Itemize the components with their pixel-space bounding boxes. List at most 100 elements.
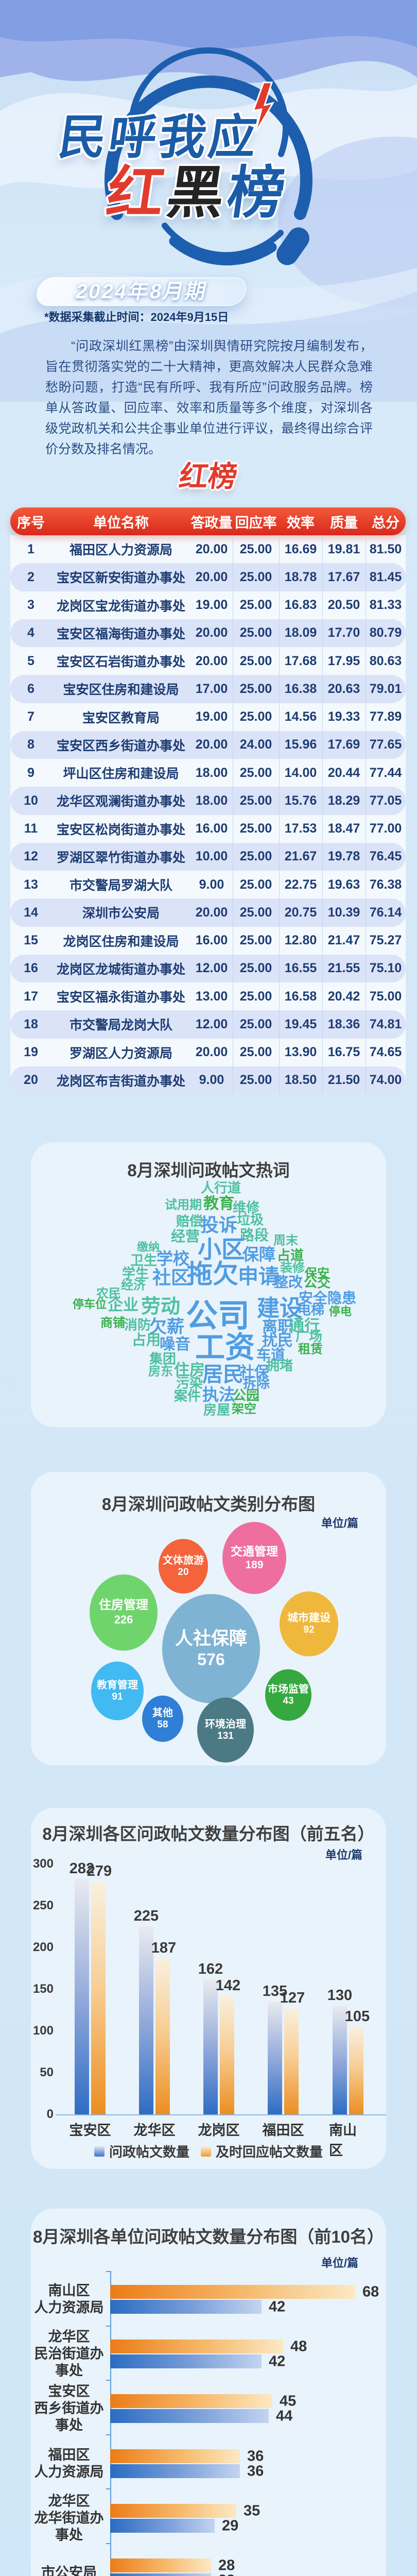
wordcloud-word: 离职: [262, 1318, 293, 1335]
table-row: 11 宝安区松岗街道办事处 16.00 25.00 17.53 18.47 77.00: [10, 815, 406, 843]
issue-badge-label: 2024年8月期: [73, 280, 210, 303]
title-char-black: 黑: [163, 161, 233, 225]
column-divider: [279, 535, 280, 1094]
table-cell: 25.00: [239, 709, 272, 724]
bar-value-label: 105: [344, 2008, 370, 2025]
table-cell: 8: [27, 737, 34, 752]
bubble-label: 环境治理: [205, 1718, 246, 1730]
bar-chart-card: 8月深圳各区问政帖文数量分布图（前五名） 单位/篇 0 50 100 150 200 25…: [31, 1808, 386, 2169]
bubble-value: 58: [157, 1719, 168, 1730]
table-cell: 81.50: [369, 541, 402, 556]
table-cell: 20.63: [327, 681, 360, 696]
wordcloud-word: 申请: [238, 1265, 279, 1288]
table-row: 3 龙岗区宝龙街道办事处 19.00 25.00 16.83 20.50 81.33: [10, 591, 406, 619]
table-row: 5 宝安区石岩街道办事处 20.00 25.00 17.68 17.95 80.63: [10, 647, 406, 675]
column-header: 回应率: [235, 515, 277, 531]
axis-tick: [106, 2271, 110, 2272]
wordcloud-word: 拖欠: [187, 1260, 238, 1289]
wordcloud-word: 执法: [202, 1385, 236, 1404]
wordcloud-card: 8月深圳问政帖文热词 人行道 试用期 教育 维修 赔偿 投诉 垃圾 经营 路段 周末 缴纳 小区 保障占…: [31, 1142, 386, 1427]
table-cell: 25.00: [239, 569, 272, 584]
legend-item: 问政帖文数量: [94, 2142, 189, 2161]
wordcloud-word: 扰民: [262, 1332, 293, 1349]
table-cell: 16.75: [327, 1045, 360, 1060]
table-cell: 74.81: [369, 1016, 402, 1031]
table-row: 14 深圳市公安局 20.00 25.00 20.75 10.39 76.14: [10, 899, 406, 927]
table-cell: 25.00: [239, 653, 272, 668]
table-row: 18 市交警局龙岗大队 12.00 25.00 19.45 18.36 74.81: [10, 1010, 406, 1039]
table-cell: 21.47: [327, 933, 360, 948]
bubble-value: 189: [245, 1559, 264, 1571]
column-header: 效率: [287, 515, 315, 531]
table-cell: 25.00: [239, 793, 272, 808]
bar-posts: [333, 2006, 347, 2114]
table-row: 8 宝安区西乡街道办事处 20.00 24.00 15.96 17.69 77.65: [10, 731, 406, 759]
wordcloud-word: 劳动: [141, 1296, 181, 1318]
table-row: 20 龙岗区布吉街道办事处 9.00 25.00 18.50 21.50 74.00: [10, 1066, 406, 1094]
bubble-chart: 人社保障 576 住房管理 226 交通管理 189 环境治理 131 城市建设 92 教育管理 91…: [31, 1472, 386, 1766]
wordcloud-title: 8月深圳问政帖文热词: [127, 1161, 290, 1180]
table-cell: 76.14: [369, 905, 402, 920]
table-cell: 16.55: [284, 961, 317, 976]
table-cell: 11: [24, 821, 38, 836]
table-cell: 25.00: [239, 625, 272, 640]
hbar-category-line: 市公安局: [41, 2565, 97, 2576]
hbar-category-line: 龙华区: [48, 2329, 90, 2345]
table-cell: 深圳市公安局: [82, 906, 160, 921]
table-cell: 25.00: [239, 821, 272, 836]
table-cell: 81.45: [369, 569, 402, 584]
bar-responses: [155, 1958, 170, 2114]
legend-swatch-blue: [94, 2146, 105, 2157]
table-row: 10 龙华区观澜街道办事处 18.00 25.00 15.76 18.29 77.05: [10, 787, 406, 815]
column-header: 质量: [330, 515, 358, 531]
y-axis-tick: 50: [40, 2065, 54, 2079]
wordcloud: 人行道 试用期 教育 维修 赔偿 投诉 垃圾 经营 路段 周末 缴纳 小区 保障 占道 卫生 学校 装修 保安 学生…: [31, 1142, 386, 1427]
x-axis-line: [56, 2114, 386, 2115]
table-row: 19 罗湖区人力资源局 20.00 25.00 13.90 16.75 74.65: [10, 1039, 406, 1066]
table-cell: 宝安区新安街道办事处: [56, 571, 185, 586]
hbar-category-line: 西乡街道办事处: [34, 2400, 104, 2433]
wordcloud-word: 住房: [174, 1362, 205, 1379]
column-divider: [322, 535, 323, 1094]
table-cell: 10: [24, 793, 38, 808]
bar-chart-legend: 问政帖文数量 及时回应帖文数量: [31, 2142, 386, 2161]
bar-value-label: 282: [69, 1860, 95, 1877]
table-cell: 15: [24, 933, 38, 948]
table-cell: 25.00: [239, 877, 272, 892]
table-row: 12 罗湖区翠竹街道办事处 10.00 25.00 21.67 19.78 76.45: [10, 842, 406, 871]
table-cell: 19.45: [284, 1016, 317, 1031]
table-cell: 16.00: [195, 933, 228, 948]
table-cell: 21.55: [327, 961, 360, 976]
table-cell: 罗湖区翠竹街道办事处: [56, 850, 185, 865]
table-cell: 3: [27, 598, 34, 613]
wordcloud-word: 房东: [148, 1364, 173, 1379]
hbar-posts: [110, 2558, 211, 2572]
table-cell: 19.78: [327, 849, 360, 864]
table-cell: 坪山区住房和建设局: [63, 767, 179, 782]
table-cell: 24.00: [239, 737, 272, 752]
hbar-value-label: 48: [290, 2338, 307, 2355]
hbar-category-label: 市公安局: [31, 2565, 107, 2576]
issue-badge: 2024年8月期: [34, 277, 249, 306]
hbar-value-label: 42: [269, 2298, 286, 2315]
wordcloud-word: 维修: [232, 1199, 260, 1215]
hbar-value-label: 28: [218, 2572, 235, 2576]
wordcloud-word: 教育: [203, 1195, 234, 1212]
wordcloud-word: 整改: [273, 1274, 303, 1290]
wordcloud-word: 社区: [152, 1267, 190, 1288]
wordcloud-word: 停电: [328, 1305, 352, 1318]
axis-tick: [106, 2380, 110, 2381]
column-header: 总分: [372, 515, 399, 531]
table-cell: 1: [27, 541, 34, 556]
bubble-label: 交通管理: [231, 1544, 278, 1558]
wordcloud-word: 公交: [303, 1275, 331, 1291]
bubble-label: 住房管理: [99, 1598, 148, 1613]
bubble-环境治理: 环境治理 131: [197, 1698, 254, 1762]
bar-value-label: 130: [327, 1987, 353, 2004]
table-cell: 25.00: [239, 1045, 272, 1060]
hbar-category-label: 南山区 人力资源局: [31, 2282, 107, 2316]
legend-label: 及时回应帖文数量: [216, 2144, 323, 2160]
hbar-responses: [110, 2464, 240, 2478]
table-cell: 25.00: [239, 541, 272, 556]
